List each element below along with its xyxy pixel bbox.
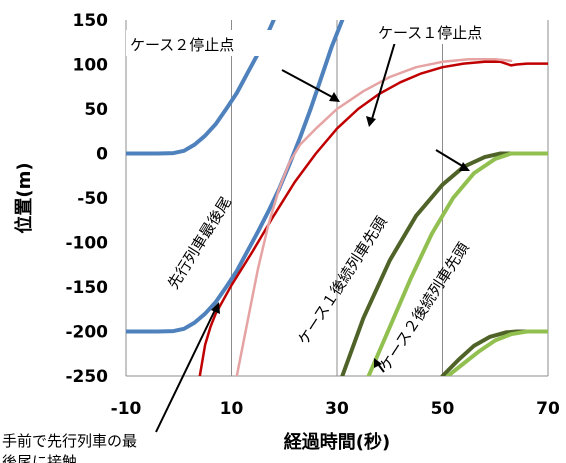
y-tick-label-100: 100 [73, 56, 109, 76]
arrow-case1-follow [435, 149, 465, 168]
y-tick-label-150: 150 [73, 11, 109, 31]
arrow-case2-follow-head [374, 358, 382, 368]
x-tick-label-50: 50 [431, 399, 455, 419]
case1-follow-label: ケース１後続列車先頭 [294, 213, 390, 348]
series-line-case2-follow [366, 151, 548, 376]
x-tick-labels: -10 10 30 50 70 [111, 399, 560, 419]
bottom-note-line-1: 手前で先行列車の最 [2, 432, 137, 450]
arrow-case1-follow-head [459, 162, 470, 171]
y-tick-label-0: 0 [96, 145, 108, 165]
lead-rear-label: 先行列車最後尾 [164, 194, 235, 293]
case2-stop-label: ケース２停止点 [130, 36, 234, 54]
series-line-case2-stop [235, 57, 513, 376]
x-axis-title: 経過時間(秒) [284, 431, 390, 453]
arrow-case2-stop-head [329, 92, 340, 102]
y-tick-label-minus-150: -150 [65, 278, 108, 298]
y-tick-label-minus-200: -200 [65, 323, 108, 343]
arrow-case2-stop [281, 69, 335, 99]
arrow-case1-stop [371, 41, 396, 120]
arrow-contact [155, 309, 216, 433]
grid-lines [231, 20, 549, 376]
arrow-case1-stop-head [366, 116, 376, 127]
x-tick-label-10: 10 [220, 399, 244, 419]
axes [125, 20, 548, 377]
series-line-case2-follow-b [445, 329, 548, 376]
x-tick-label-30: 30 [325, 399, 349, 419]
y-axis-title: 位置(m) [13, 162, 35, 233]
annotation-arrows [155, 41, 470, 433]
x-tick-label-70: 70 [536, 399, 560, 419]
y-tick-label-minus-100: -100 [65, 234, 108, 254]
y-tick-labels: 150 100 50 0 -50 -100 -150 -200 -250 [65, 11, 108, 387]
series-line-lead-rear [126, 20, 345, 334]
bottom-note-line-2: 後尾に接触 [2, 453, 77, 463]
arrow-contact-head [211, 302, 220, 314]
y-tick-label-minus-250: -250 [65, 367, 108, 387]
case1-stop-label: ケース１停止点 [378, 24, 482, 42]
x-tick-label-minus-10: -10 [111, 399, 142, 419]
y-tick-label-minus-50: -50 [77, 189, 108, 209]
y-tick-label-50: 50 [84, 100, 108, 120]
